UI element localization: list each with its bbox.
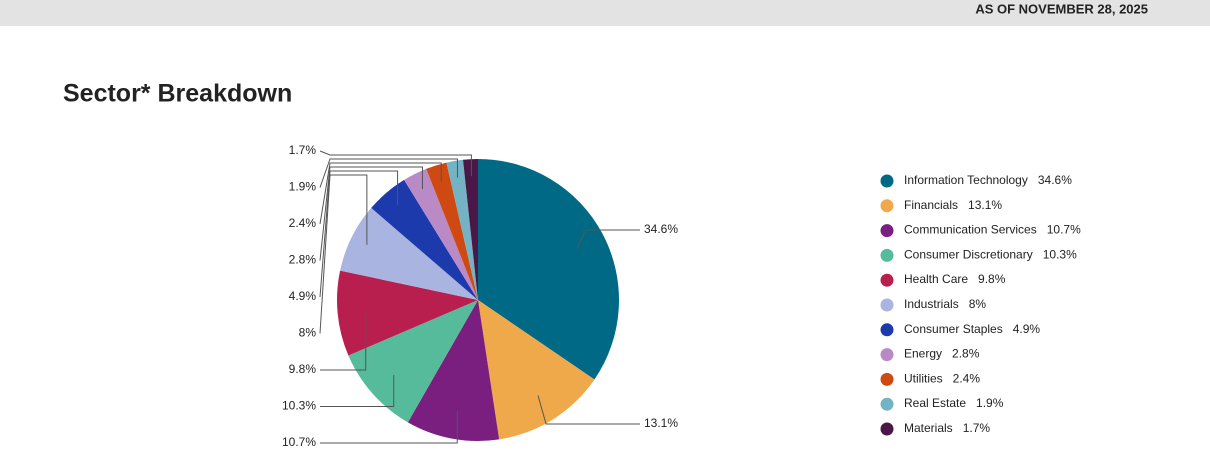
pie-slice — [426, 162, 478, 300]
legend-name: Real Estate — [904, 396, 966, 410]
leader-line — [320, 410, 458, 444]
legend-value: 10.7% — [1047, 223, 1081, 237]
legend-name: Financials — [904, 198, 958, 212]
legend-swatch — [880, 174, 894, 188]
data-label: 8% — [299, 326, 317, 340]
legend-name: Industrials — [904, 297, 959, 311]
pie-slice — [462, 159, 478, 300]
leader-line — [320, 310, 367, 371]
legend-swatch — [880, 397, 894, 411]
pie-slice — [407, 300, 500, 441]
data-label: 1.9% — [289, 180, 317, 194]
pie-slice — [478, 300, 595, 440]
legend-value: 9.8% — [978, 272, 1006, 286]
legend-entry: Energy 2.8% — [904, 347, 980, 361]
leader-line — [319, 174, 368, 334]
legend-value: 4.9% — [1013, 322, 1041, 336]
legend-value: 8% — [969, 297, 987, 311]
pie-slice — [404, 168, 478, 300]
data-label: 4.9% — [289, 289, 317, 303]
leader-line — [319, 162, 442, 225]
legend-entry: Communication Services 10.7% — [904, 223, 1081, 237]
leader-line — [320, 375, 395, 407]
legend-swatch — [880, 348, 894, 362]
legend-swatch — [880, 273, 894, 287]
legend-swatch — [880, 199, 894, 213]
leader-line — [319, 170, 399, 298]
pie-slice — [340, 207, 478, 300]
pie-slice — [446, 159, 478, 300]
legend-value: 1.9% — [976, 396, 1004, 410]
legend-swatch — [880, 422, 894, 436]
legend-name: Utilities — [904, 372, 943, 386]
legend-value: 10.3% — [1043, 248, 1077, 262]
pie-slice — [371, 179, 478, 300]
legend-entry: Real Estate 1.9% — [904, 396, 1004, 410]
data-label: 2.8% — [289, 253, 317, 267]
legend-entry: Industrials 8% — [904, 297, 986, 311]
data-label: 10.7% — [282, 435, 316, 449]
data-label: 2.4% — [289, 216, 317, 230]
legend-entry: Financials 13.1% — [904, 198, 1002, 212]
legend-name: Energy — [904, 347, 942, 361]
header-bar — [0, 0, 1210, 26]
leader-line — [319, 166, 423, 261]
pie-slice — [337, 270, 478, 356]
legend-entry: Consumer Staples 4.9% — [904, 322, 1040, 336]
legend-swatch — [880, 298, 894, 312]
leader-line — [537, 395, 640, 425]
legend-swatch — [880, 224, 894, 238]
chart-title: Sector* Breakdown — [63, 80, 292, 108]
legend-name: Consumer Discretionary — [904, 248, 1033, 262]
data-label: 1.7% — [289, 143, 317, 157]
legend-entry: Utilities 2.4% — [904, 372, 980, 386]
legend-value: 2.4% — [953, 372, 981, 386]
legend-name: Health Care — [904, 272, 968, 286]
legend-value: 2.8% — [952, 347, 980, 361]
legend-name: Materials — [904, 421, 953, 435]
legend-name: Communication Services — [904, 223, 1037, 237]
pie-slice — [348, 300, 478, 423]
data-label: 13.1% — [644, 416, 678, 430]
legend-entry: Information Technology 34.6% — [904, 173, 1072, 187]
data-label: 34.6% — [644, 222, 678, 236]
legend-name: Information Technology — [904, 173, 1028, 187]
legend-value: 13.1% — [968, 198, 1002, 212]
legend-swatch — [880, 248, 894, 262]
as-of-date: AS OF NOVEMBER 28, 2025 — [975, 1, 1148, 16]
leader-line — [577, 229, 640, 248]
legend-entry: Consumer Discretionary 10.3% — [904, 248, 1077, 262]
legend-swatch — [880, 323, 894, 337]
legend-swatch — [880, 372, 894, 386]
data-label: 10.3% — [282, 399, 316, 413]
legend-entry: Materials 1.7% — [904, 421, 990, 435]
data-label: 9.8% — [289, 362, 317, 376]
legend-entry: Health Care 9.8% — [904, 272, 1006, 286]
legend-name: Consumer Staples — [904, 322, 1003, 336]
leader-line — [319, 158, 458, 188]
legend-value: 1.7% — [963, 421, 991, 435]
legend-value: 34.6% — [1038, 173, 1072, 187]
leader-line — [319, 150, 472, 177]
pie-slice — [478, 159, 619, 380]
